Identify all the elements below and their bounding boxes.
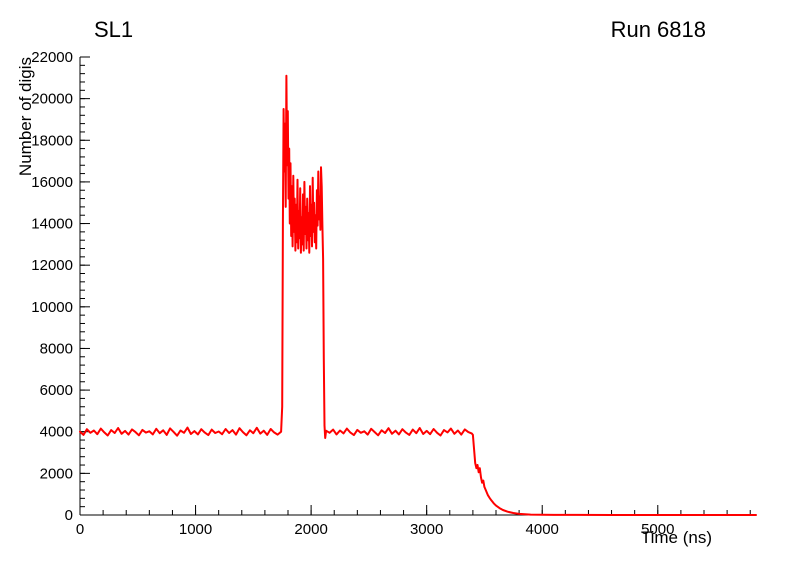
y-tick-label: 12000 [31,257,73,274]
y-tick-label: 8000 [40,340,73,357]
data-series-line [79,74,757,516]
x-tick-label: 2000 [294,521,327,538]
y-tick-label: 0 [65,507,73,524]
x-tick-label: 1000 [179,521,212,538]
y-tick-label: 4000 [40,424,73,441]
y-tick-label: 6000 [40,382,73,399]
y-tick-label: 2000 [40,465,73,482]
y-tick-label: 18000 [31,132,73,149]
plot-title: SL1 [94,17,134,42]
y-tick-label: 14000 [31,216,73,233]
x-tick-label: 3000 [410,521,443,538]
x-tick-label: 4000 [526,521,559,538]
y-tick-label: 16000 [31,174,73,191]
x-axis-title: Time (ns) [640,528,712,547]
run-number-label: Run 6818 [610,17,706,42]
y-tick-label: 22000 [31,49,73,66]
y-tick-label: 20000 [31,91,73,108]
y-tick-label: 10000 [31,299,73,316]
x-tick-label: 0 [76,521,84,538]
x-tick-label: 5000 [641,521,674,538]
